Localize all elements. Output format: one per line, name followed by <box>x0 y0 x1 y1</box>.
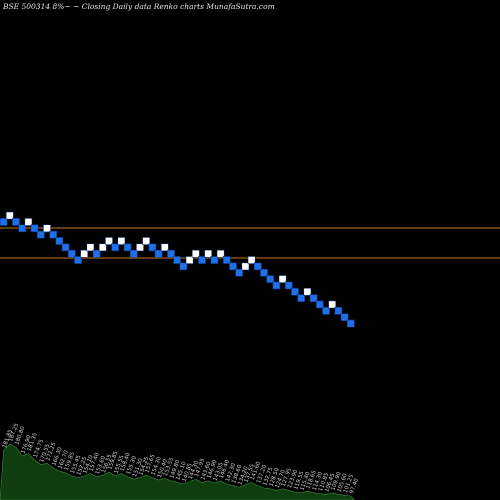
brick-41 <box>253 262 262 271</box>
brick-53 <box>328 300 337 309</box>
brick-49 <box>303 287 312 296</box>
brick-24 <box>148 243 157 252</box>
brick-45 <box>278 275 287 283</box>
brick-16 <box>98 243 107 252</box>
brick-13 <box>80 249 89 258</box>
brick-5 <box>30 224 39 233</box>
brick-2 <box>12 218 20 226</box>
brick-28 <box>173 256 182 264</box>
brick-54 <box>334 306 343 315</box>
brick-17 <box>105 237 113 245</box>
brick-15 <box>92 249 101 258</box>
brick-27 <box>167 249 175 258</box>
brick-37 <box>229 262 237 271</box>
brick-19 <box>117 237 126 245</box>
brick-6 <box>36 230 45 239</box>
brick-42 <box>260 268 268 277</box>
brick-4 <box>24 218 33 226</box>
brick-8 <box>49 230 58 239</box>
brick-30 <box>185 256 194 264</box>
brick-47 <box>291 287 299 296</box>
brick-46 <box>284 281 293 290</box>
brick-9 <box>55 237 64 245</box>
volume-area <box>0 443 355 500</box>
brick-18 <box>111 243 120 252</box>
renko-bricks <box>0 211 355 328</box>
brick-20 <box>123 243 132 252</box>
brick-12 <box>74 256 82 264</box>
brick-31 <box>191 249 200 258</box>
brick-51 <box>315 300 324 309</box>
brick-43 <box>266 275 275 283</box>
brick-21 <box>129 249 138 258</box>
brick-40 <box>247 256 256 264</box>
brick-44 <box>272 281 281 290</box>
brick-26 <box>160 243 169 252</box>
brick-10 <box>61 243 70 252</box>
brick-34 <box>210 256 219 264</box>
brick-32 <box>198 256 206 264</box>
brick-25 <box>154 249 163 258</box>
brick-7 <box>43 224 51 233</box>
brick-14 <box>86 243 95 252</box>
brick-22 <box>136 243 144 252</box>
brick-0 <box>0 218 8 226</box>
brick-1 <box>5 211 14 220</box>
brick-52 <box>322 306 330 315</box>
brick-56 <box>346 319 355 328</box>
brick-3 <box>18 224 27 233</box>
brick-39 <box>241 262 250 271</box>
brick-38 <box>235 268 244 277</box>
chart-title: BSE 500314 8%~ ~ Closing Daily data Renk… <box>3 2 275 11</box>
brick-29 <box>179 262 188 271</box>
brick-23 <box>142 237 151 245</box>
brick-50 <box>309 294 318 303</box>
volume-area-path <box>0 443 355 500</box>
brick-11 <box>67 249 76 258</box>
brick-35 <box>216 249 225 258</box>
brick-label-56: 97.40 <box>349 477 360 494</box>
brick-33 <box>204 249 213 258</box>
brick-48 <box>297 294 306 303</box>
brick-36 <box>222 256 231 264</box>
brick-55 <box>340 313 349 322</box>
